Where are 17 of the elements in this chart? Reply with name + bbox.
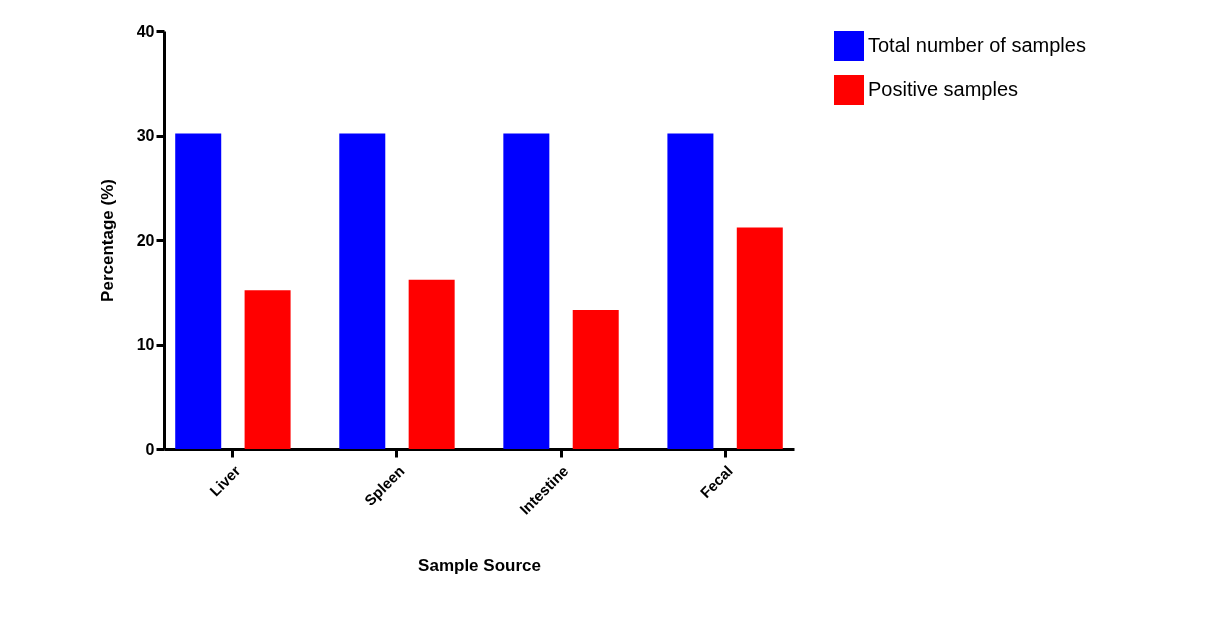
legend-label: Positive samples (868, 78, 1019, 100)
bar (503, 133, 550, 449)
y-tick-label: 20 (136, 231, 155, 249)
bar (408, 279, 455, 449)
y-axis-title: Percentage (%) (97, 179, 117, 302)
y-tick-label: 0 (145, 440, 155, 458)
bar (572, 310, 619, 449)
bar (175, 133, 222, 449)
bar (667, 133, 714, 449)
bar (244, 290, 291, 449)
y-tick-label: 30 (136, 127, 155, 144)
legend-label: Total number of samples (868, 34, 1086, 56)
bar (339, 133, 386, 449)
y-tick-label: 40 (136, 22, 155, 40)
x-axis-title: Sample Source (418, 555, 541, 575)
y-tick-label: 10 (136, 336, 155, 353)
bar (736, 227, 783, 449)
